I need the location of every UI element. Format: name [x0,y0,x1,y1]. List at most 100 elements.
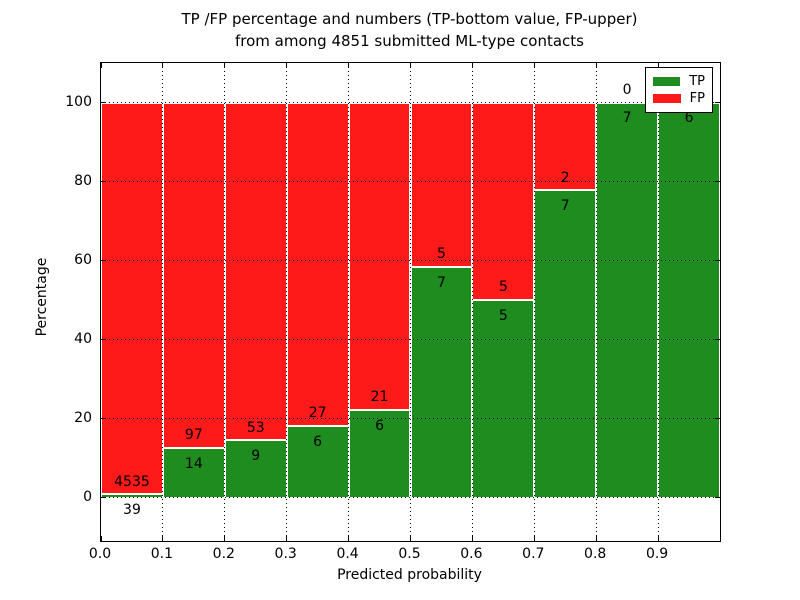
x-tick-mark [533,536,535,541]
bar-label-tp: 9 [251,447,261,464]
x-tick-mark [533,63,535,68]
x-tick-label: 0.0 [88,546,112,562]
legend-label-fp: FP [689,91,705,106]
bar-segment-fp [348,102,411,410]
bar-segment-tp [472,300,535,498]
x-tick-mark [162,63,164,68]
bar-label-fp: 27 [308,405,327,422]
bar-label-tp: 39 [123,501,141,518]
x-tick-label: 0.2 [212,546,235,562]
bar-segment-tp [534,190,597,498]
chart-title-line1: TP /FP percentage and numbers (TP-bottom… [181,10,638,28]
y-tick-label: 80 [74,172,92,189]
bar-segment-tp [410,267,473,498]
bar-label-fp: 5 [436,246,446,263]
y-tick-label: 0 [83,488,92,505]
x-tick-mark [657,63,659,68]
bar-label-fp: 5 [498,279,508,296]
bar-segment-fp [472,102,535,301]
x-tick-mark [224,63,226,68]
x-tick-mark [286,63,288,68]
plot-area: TP FP 4535 39 97 14 53 9 27 6 21 6 5 7 5 5 2 7 0 7 6 [100,62,721,542]
x-tick-mark [224,536,226,541]
bar-segment-fp [101,102,163,495]
gridline-vertical [348,63,350,541]
x-tick-mark [100,63,102,68]
y-tick-label: 40 [74,330,92,347]
x-tick-label: 0.9 [645,546,669,562]
x-tick-label: 0.6 [460,546,483,562]
x-tick-mark [471,536,473,541]
x-axis-label: Predicted probability [337,567,482,583]
bar-label-tp: 7 [436,274,446,291]
bar-label-fp: 53 [246,419,265,436]
gridline-vertical [533,63,535,541]
bar-segment-tp [658,102,720,498]
x-tick-label: 0.3 [274,546,297,562]
x-tick-mark [410,536,411,541]
gridline-vertical [410,63,411,541]
bar-segment-tp [348,409,411,498]
legend-entry-tp: TP [653,73,705,90]
y-tick-mark [101,181,106,182]
bar-segment-fp [224,102,287,441]
chart-title-line2: from among 4851 submitted ML-type contac… [235,32,584,50]
bar-segment-fp [286,102,349,426]
gridline-vertical [162,63,164,541]
y-tick-mark [101,260,106,262]
x-tick-mark [410,63,411,68]
legend: TP FP [645,67,713,113]
bar-label-fp: 4535 [114,473,150,490]
bar-segment-tp [596,102,659,498]
bar-segment-tp [286,425,349,498]
bar-label-tp: 6 [684,110,694,127]
y-tick-mark [715,102,720,103]
bar-label-fp: 21 [370,389,389,406]
legend-swatch-fp-icon [653,94,681,103]
chart-title: TP /FP percentage and numbers (TP-bottom… [100,8,719,52]
y-tick-mark [101,102,106,103]
x-tick-mark [595,536,597,541]
x-tick-mark [286,536,288,541]
y-axis-label: Percentage [34,257,50,337]
y-tick-mark [715,339,720,341]
y-tick-label: 20 [74,409,92,426]
y-tick-mark [715,260,720,262]
bar-label-fp: 97 [184,427,203,444]
legend-label-tp: TP [689,74,705,89]
y-tick-mark [101,339,106,341]
x-tick-mark [348,536,350,541]
y-tick-mark [715,181,720,182]
y-tick-mark [715,418,720,420]
x-tick-label: 0.4 [336,546,359,562]
gridline-vertical [595,63,597,541]
bar-label-tp: 7 [560,198,570,215]
x-tick-mark [657,536,659,541]
y-tick-label: 100 [65,93,92,110]
bar-label-tp: 6 [375,417,384,434]
x-tick-mark [595,63,597,68]
bar-segment-fp [410,102,473,268]
bar-label-fp: 0 [622,81,632,98]
gridline-vertical [224,63,226,541]
y-tick-mark [715,497,720,499]
x-tick-label: 0.8 [584,546,607,562]
gridline-vertical [657,63,659,541]
x-tick-mark [100,536,102,541]
legend-swatch-tp-icon [653,77,681,86]
bar-label-fp: 2 [560,169,570,186]
x-tick-label: 0.1 [150,546,174,562]
y-tick-label: 60 [74,251,92,268]
x-tick-mark [162,536,164,541]
x-tick-mark [471,63,473,68]
gridline-vertical [471,63,473,541]
legend-entry-fp: FP [653,90,705,107]
bar-segment-fp [162,102,225,448]
x-tick-label: 0.5 [398,546,421,562]
y-tick-mark [101,418,106,420]
bar-label-tp: 7 [622,110,632,127]
bar-label-tp: 14 [184,455,203,472]
bar-label-tp: 5 [498,307,508,324]
bar-label-tp: 6 [313,433,323,450]
